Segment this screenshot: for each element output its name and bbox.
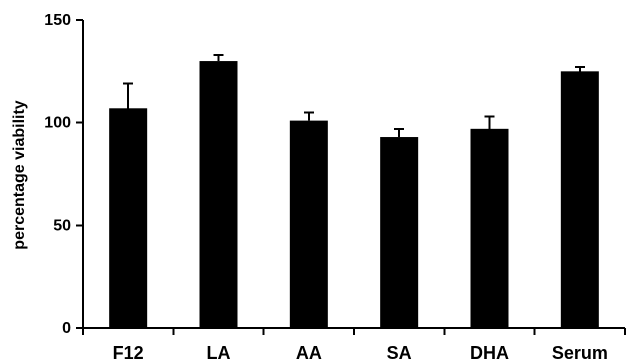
y-axis-label: percentage viability: [11, 100, 28, 249]
x-tick-label: DHA: [470, 343, 509, 363]
x-tick-label: SA: [387, 343, 412, 363]
x-tick-label: LA: [207, 343, 231, 363]
bar: [380, 137, 419, 328]
bar: [470, 128, 509, 328]
bar: [560, 71, 599, 328]
bar: [109, 108, 148, 328]
bar: [199, 61, 238, 329]
x-tick-label: Serum: [552, 343, 608, 363]
bar: [289, 120, 328, 328]
x-tick-label: F12: [113, 343, 144, 363]
y-tick-label: 150: [44, 12, 71, 29]
x-tick-label: AA: [296, 343, 322, 363]
y-tick-label: 100: [44, 115, 71, 132]
y-tick-label: 50: [53, 217, 71, 234]
plot-area: 0 50 100 150 F12 LA AA SA DHA Serum: [44, 12, 626, 363]
y-tick-label: 0: [62, 320, 71, 337]
